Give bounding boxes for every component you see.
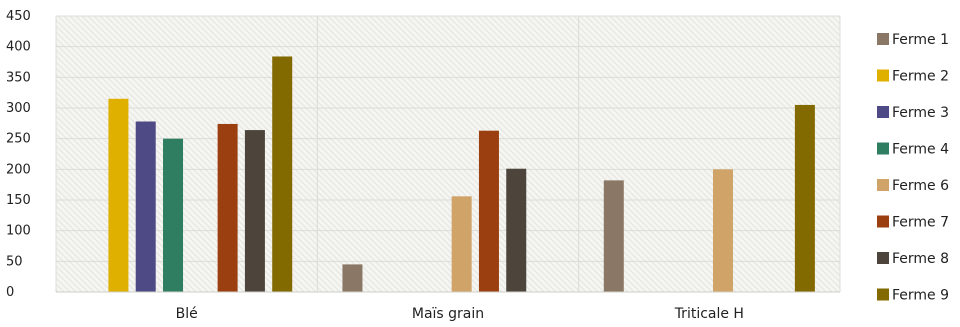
legend-swatch xyxy=(877,106,889,118)
y-tick-label: 200 xyxy=(6,162,31,177)
legend-swatch xyxy=(877,179,889,191)
legend-swatch xyxy=(877,142,889,155)
x-tick-label: Triticale H xyxy=(674,306,744,322)
bar-ferme-6-1 xyxy=(451,196,472,292)
y-tick-label: 450 xyxy=(6,9,31,24)
bar-ferme-7-1 xyxy=(478,130,499,292)
y-tick-label: 0 xyxy=(6,285,14,300)
legend-label: Ferme 6 xyxy=(892,178,949,194)
legend-label: Ferme 3 xyxy=(892,105,949,121)
bar-ferme-9-2 xyxy=(794,104,815,292)
legend-swatch xyxy=(877,69,889,82)
legend-label: Ferme 1 xyxy=(892,32,949,48)
bar-ferme-1-1 xyxy=(342,264,363,292)
y-tick-label: 150 xyxy=(6,193,31,208)
bars-group xyxy=(108,56,815,293)
legend-label: Ferme 8 xyxy=(892,251,949,267)
bar-ferme-8-1 xyxy=(506,168,527,292)
gridlines xyxy=(55,15,841,293)
legend-swatch xyxy=(877,215,889,228)
legend-swatch xyxy=(877,33,889,45)
legend: Ferme 1 Ferme 2 Ferme 3 Ferme 4 Ferme 6 Ferme… xyxy=(877,32,949,304)
bar-ferme-3-0 xyxy=(135,121,156,292)
bar-ferme-9-0 xyxy=(272,56,293,293)
bar-ferme-7-0 xyxy=(217,123,238,293)
bar-ferme-4-0 xyxy=(163,138,184,292)
x-tick-label: Maïs grain xyxy=(412,306,484,322)
y-tick-label: 50 xyxy=(6,254,23,269)
legend-label: Ferme 2 xyxy=(892,69,949,85)
legend-label: Ferme 7 xyxy=(892,215,949,231)
x-axis: Blé Maïs grain Triticale H xyxy=(56,291,840,322)
y-tick-label: 300 xyxy=(6,101,31,116)
legend-swatch xyxy=(877,288,889,301)
bar-ferme-8-0 xyxy=(244,130,265,292)
plot-area-background xyxy=(56,16,840,292)
y-tick-label: 250 xyxy=(6,132,31,147)
legend-swatch xyxy=(877,252,889,264)
x-tick-label: Blé xyxy=(176,306,198,322)
y-tick-label: 350 xyxy=(6,70,31,85)
y-tick-label: 100 xyxy=(6,224,31,239)
legend-label: Ferme 4 xyxy=(892,142,949,158)
bar-ferme-1-2 xyxy=(603,180,624,292)
bar-ferme-6-2 xyxy=(712,169,733,292)
y-tick-label: 400 xyxy=(6,40,31,55)
legend-label: Ferme 9 xyxy=(892,288,949,304)
y-axis: 0 50 100 150 200 250 300 350 400 450 xyxy=(6,9,31,300)
bar-ferme-2-0 xyxy=(108,98,129,292)
